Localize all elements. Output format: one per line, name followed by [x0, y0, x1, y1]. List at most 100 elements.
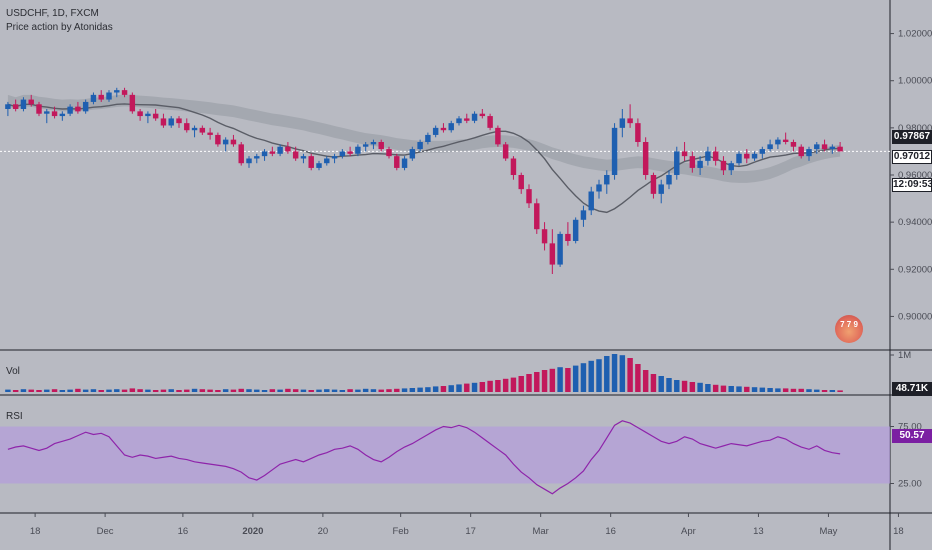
volume-bar	[129, 388, 136, 392]
volume-bar	[736, 386, 742, 392]
candle-body	[82, 101, 89, 112]
candle-body	[712, 151, 719, 161]
volume-bar	[207, 389, 213, 392]
price-tick-label: 1.00000	[898, 76, 932, 87]
candle-body	[479, 113, 486, 117]
candle-body	[339, 151, 346, 157]
volume-bar	[90, 389, 97, 392]
candle-body	[588, 191, 594, 211]
volume-bar	[67, 389, 73, 392]
candle-body	[425, 134, 431, 142]
candle-body	[176, 118, 182, 124]
time-label: 13	[753, 526, 764, 537]
volume-bar	[36, 390, 42, 392]
volume-bar	[417, 387, 423, 392]
time-label: 2020	[242, 526, 263, 537]
volume-bar	[75, 388, 81, 392]
candle-body	[736, 153, 742, 164]
candle-body	[98, 94, 104, 100]
candle-body	[308, 156, 314, 168]
volume-bar	[456, 384, 462, 392]
candle-body	[674, 151, 680, 175]
candle-body	[534, 203, 540, 230]
candle-body	[541, 229, 548, 244]
volume-bar	[588, 360, 594, 392]
volume-bar	[82, 389, 89, 392]
volume-bar	[619, 355, 626, 392]
price-tick-label: 0.92000	[898, 264, 932, 275]
volume-bar	[370, 389, 377, 392]
volume-bar	[114, 389, 120, 392]
candle-body	[28, 99, 34, 105]
candle-body	[300, 156, 307, 159]
last-price-badge: 0.97867	[892, 130, 932, 144]
volume-bar	[759, 387, 766, 392]
time-label: 16	[178, 526, 189, 537]
volume-bar	[277, 389, 283, 392]
price-tick-label: 0.94000	[898, 217, 932, 228]
volume-tick-label: 1M	[898, 350, 911, 361]
volume-bar	[689, 382, 696, 392]
time-label: 20	[318, 526, 329, 537]
candle-body	[790, 142, 797, 147]
candle-body	[650, 175, 657, 194]
volume-bar	[355, 389, 361, 392]
candle-body	[285, 146, 291, 152]
candle-body	[596, 184, 602, 192]
volume-bar	[199, 389, 206, 392]
candle-body	[821, 144, 828, 150]
candle-body	[292, 151, 299, 159]
symbol-title: USDCHF, 1D, FXCM	[6, 8, 99, 19]
candle-body	[386, 149, 392, 157]
candle-body	[681, 151, 688, 157]
volume-bar	[580, 363, 587, 392]
candle-body	[806, 149, 812, 157]
volume-bar	[728, 386, 734, 392]
volume-bar	[720, 385, 727, 392]
volume-bar	[401, 388, 408, 392]
volume-bar	[751, 387, 758, 392]
volume-bar	[191, 388, 198, 392]
volume-bar	[487, 380, 493, 392]
volume-bar	[604, 356, 610, 392]
volume-bar	[635, 364, 641, 392]
candle-body	[67, 106, 73, 114]
price-tick-label: 0.90000	[898, 311, 932, 322]
volume-bar	[269, 389, 276, 392]
volume-bar	[44, 389, 50, 392]
volume-bar	[238, 388, 244, 392]
candle-body	[814, 144, 820, 150]
volume-bar	[59, 390, 66, 392]
volume-bar	[674, 380, 680, 392]
candle-body	[51, 111, 58, 117]
candle-body	[782, 139, 789, 142]
candle-body	[230, 139, 237, 145]
candle-body	[580, 210, 587, 220]
candle-body	[526, 189, 532, 204]
volume-bar	[324, 389, 330, 392]
candle-body	[59, 113, 66, 117]
candle-body	[168, 118, 174, 126]
volume-bar	[697, 382, 703, 392]
candle-body	[720, 160, 727, 171]
volume-bar	[541, 370, 548, 392]
volume-bar	[782, 388, 789, 392]
candle-body	[90, 94, 97, 102]
time-label: 18	[893, 526, 904, 537]
volume-bar	[611, 354, 618, 392]
volume-bar	[526, 374, 532, 392]
candle-body	[254, 156, 260, 159]
candle-body	[642, 142, 649, 175]
volume-bar	[448, 385, 454, 392]
candle-body	[464, 118, 470, 121]
volume-bar	[98, 390, 104, 392]
volume-bar	[790, 388, 797, 392]
volume-bar	[565, 368, 571, 392]
candle-body	[565, 233, 571, 241]
volume-bar	[285, 388, 291, 392]
candle-body	[471, 113, 478, 121]
candle-body	[619, 118, 626, 128]
candle-body	[238, 144, 244, 164]
time-label: 18	[30, 526, 41, 537]
